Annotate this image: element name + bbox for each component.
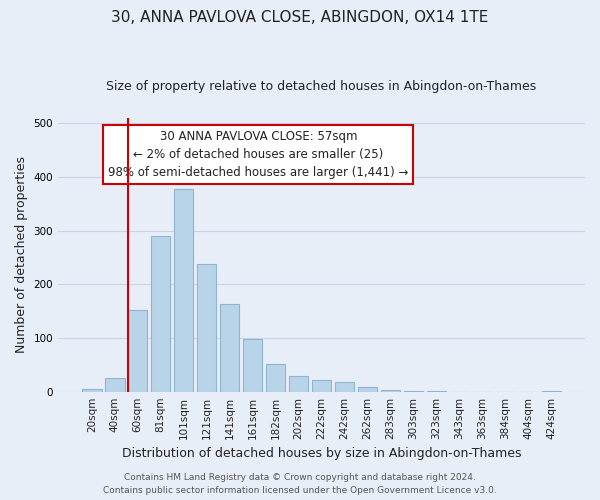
Bar (128, 310, 148, 392)
Bar (427, 391, 446, 392)
Bar (174, 188, 193, 392)
Bar (335, 382, 354, 392)
Bar (151, 236, 170, 392)
Bar (289, 376, 308, 392)
Bar (358, 387, 377, 392)
Text: 30 ANNA PAVLOVA CLOSE: 57sqm
← 2% of detached houses are smaller (25)
98% of sem: 30 ANNA PAVLOVA CLOSE: 57sqm ← 2% of det… (108, 130, 409, 179)
Y-axis label: Number of detached properties: Number of detached properties (15, 156, 28, 353)
Bar (220, 304, 239, 392)
Bar (404, 391, 423, 392)
Bar (197, 264, 217, 392)
Bar (105, 378, 125, 392)
X-axis label: Distribution of detached houses by size in Abingdon-on-Thames: Distribution of detached houses by size … (122, 447, 521, 460)
Text: Contains HM Land Registry data © Crown copyright and database right 2024.
Contai: Contains HM Land Registry data © Crown c… (103, 474, 497, 495)
Bar (542, 390, 561, 392)
Bar (380, 390, 400, 392)
Bar (82, 389, 101, 392)
Bar (312, 380, 331, 392)
Bar (266, 364, 286, 392)
Title: Size of property relative to detached houses in Abingdon-on-Thames: Size of property relative to detached ho… (106, 80, 536, 93)
Bar (243, 338, 262, 392)
Text: 30, ANNA PAVLOVA CLOSE, ABINGDON, OX14 1TE: 30, ANNA PAVLOVA CLOSE, ABINGDON, OX14 1… (112, 10, 488, 25)
